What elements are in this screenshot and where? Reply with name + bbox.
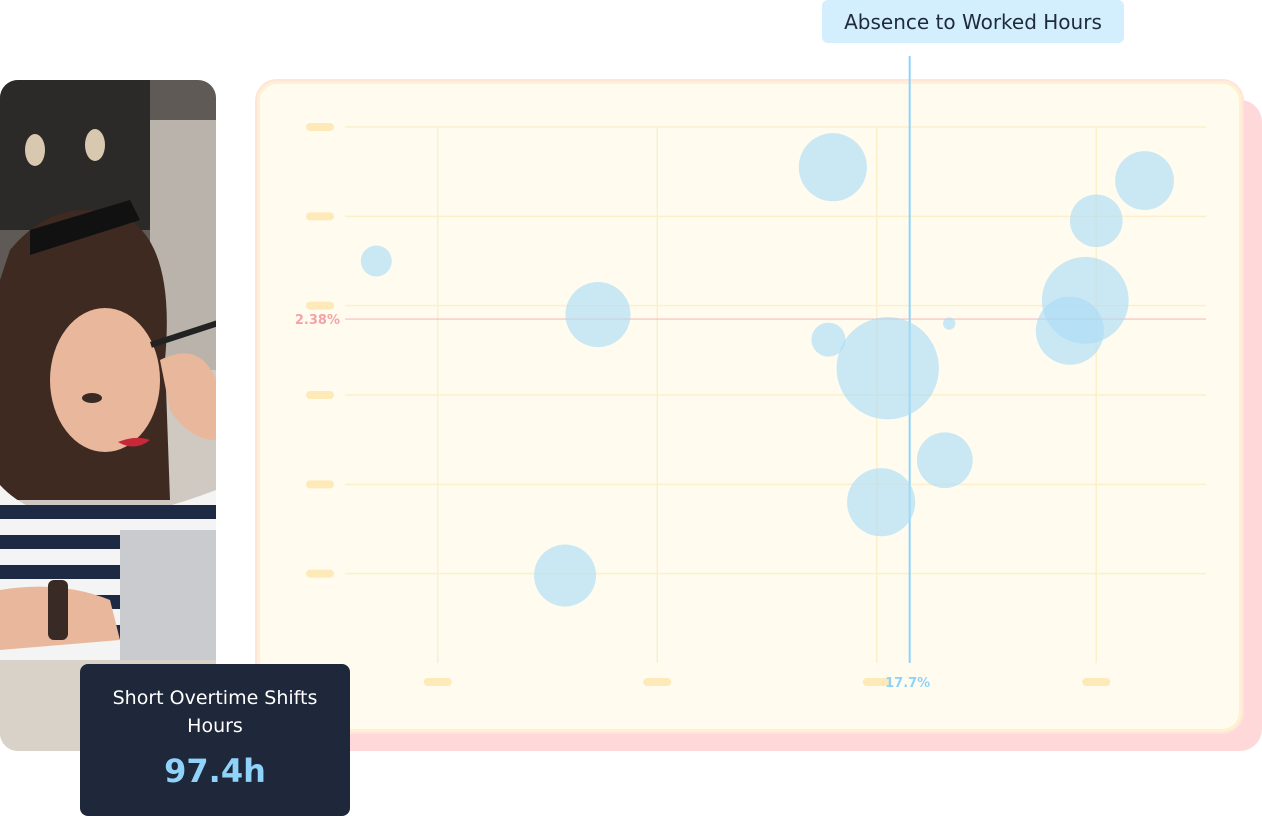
- metric-tag: Absence to Worked Hours: [822, 0, 1124, 43]
- x-tick-placeholder: [643, 678, 672, 686]
- x-tick-placeholder: [1082, 678, 1111, 686]
- bubble-point: [847, 468, 916, 537]
- bubble-point: [534, 544, 597, 607]
- chart-card: [257, 81, 1242, 732]
- x-reference-label: 17.7%: [885, 676, 930, 691]
- bubble-point: [811, 322, 846, 357]
- bubble-point: [798, 133, 867, 202]
- bubble-point: [1115, 151, 1174, 211]
- bubble-point: [1035, 296, 1105, 365]
- bubble-point: [1069, 194, 1123, 248]
- bubble-point: [836, 317, 939, 420]
- axis-tick-placeholders: [306, 123, 1111, 686]
- y-tick-placeholder: [306, 391, 334, 399]
- reference-labels: 2.38% 17.7%: [295, 313, 930, 691]
- stat-card: Short Overtime Shifts Hours 97.4h: [80, 664, 350, 816]
- metric-tag-label: Absence to Worked Hours: [844, 9, 1102, 34]
- bubble-series: [360, 133, 1174, 607]
- x-tick-placeholder: [862, 678, 891, 686]
- y-tick-placeholder: [306, 569, 334, 578]
- stat-value: 97.4h: [164, 752, 266, 790]
- x-tick-placeholder: [423, 678, 452, 686]
- y-tick-placeholder: [306, 480, 334, 489]
- y-reference-label: 2.38%: [295, 313, 340, 328]
- woman-at-laptop-photo: [0, 80, 216, 751]
- photo-illustration: [0, 80, 216, 751]
- bubble-point: [916, 432, 973, 489]
- bubble-point: [942, 317, 956, 330]
- bubble-point: [565, 282, 631, 348]
- y-tick-placeholder: [306, 123, 334, 131]
- y-tick-placeholder: [306, 212, 334, 221]
- y-tick-placeholder: [306, 301, 334, 310]
- stat-title: Short Overtime Shifts Hours: [112, 687, 318, 737]
- bubble-point: [360, 245, 392, 277]
